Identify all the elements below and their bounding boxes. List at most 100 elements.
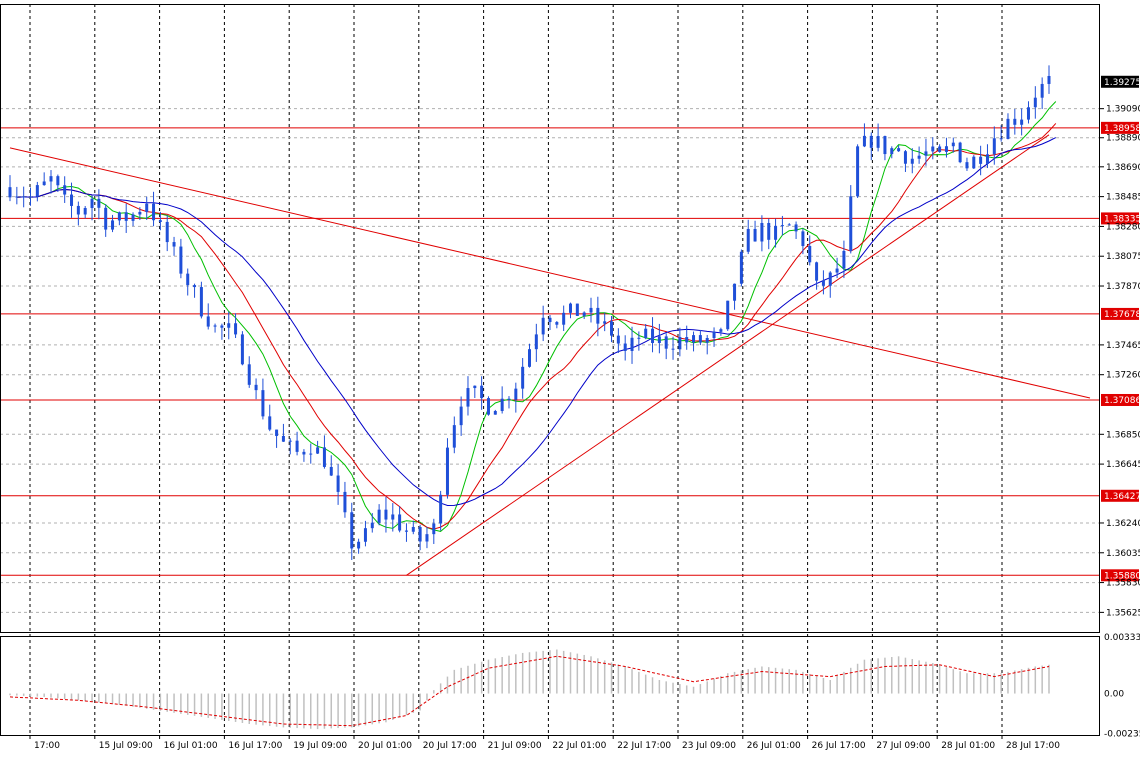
candle-body[interactable] bbox=[35, 185, 39, 197]
candle-body[interactable] bbox=[630, 337, 634, 351]
candle-body[interactable] bbox=[903, 151, 907, 164]
candle-body[interactable] bbox=[938, 146, 942, 152]
candle-body[interactable] bbox=[404, 530, 408, 532]
candle-body[interactable] bbox=[876, 136, 880, 148]
candle-body[interactable] bbox=[917, 155, 921, 159]
candle-body[interactable] bbox=[247, 364, 251, 385]
candle-body[interactable] bbox=[794, 224, 798, 232]
candle-body[interactable] bbox=[193, 285, 197, 288]
candle-body[interactable] bbox=[671, 348, 675, 350]
candle-body[interactable] bbox=[336, 475, 340, 492]
candle-body[interactable] bbox=[152, 203, 156, 221]
candle-body[interactable] bbox=[924, 151, 928, 156]
candle-body[interactable] bbox=[343, 491, 347, 513]
candle-body[interactable] bbox=[815, 262, 819, 281]
candle-body[interactable] bbox=[493, 411, 497, 415]
candle-body[interactable] bbox=[350, 512, 354, 549]
candle-body[interactable] bbox=[589, 307, 593, 313]
candle-body[interactable] bbox=[411, 526, 415, 532]
candle-body[interactable] bbox=[275, 429, 279, 436]
candle-body[interactable] bbox=[391, 514, 395, 520]
candle-body[interactable] bbox=[473, 385, 477, 389]
time-axis[interactable]: 17:00 15 Jul 09:00 16 Jul 01:00 16 Jul 17:0… bbox=[29, 735, 1060, 751]
candle-body[interactable] bbox=[637, 337, 641, 339]
candle-body[interactable] bbox=[124, 212, 128, 221]
candle-body[interactable] bbox=[15, 196, 19, 198]
candle-body[interactable] bbox=[869, 135, 873, 148]
candle-body[interactable] bbox=[1026, 107, 1030, 120]
horizontal-levels[interactable]: 1.38958 1.38335 1.37678 1.37086 1.36427 1.358… bbox=[0, 121, 1140, 582]
candle-body[interactable] bbox=[760, 222, 764, 242]
candle-body[interactable] bbox=[664, 336, 668, 349]
candle-body[interactable] bbox=[678, 337, 682, 350]
candle-body[interactable] bbox=[521, 366, 525, 389]
candle-body[interactable] bbox=[808, 246, 812, 263]
candle-body[interactable] bbox=[890, 148, 894, 155]
candle-body[interactable] bbox=[131, 214, 135, 221]
candle-body[interactable] bbox=[972, 156, 976, 169]
candle-body[interactable] bbox=[657, 336, 661, 344]
candle-body[interactable] bbox=[90, 198, 94, 209]
candle-body[interactable] bbox=[49, 176, 53, 182]
candle-body[interactable] bbox=[527, 349, 531, 367]
candle-body[interactable] bbox=[22, 196, 26, 198]
candle-body[interactable] bbox=[234, 323, 238, 335]
candle-body[interactable] bbox=[931, 146, 935, 152]
trend-line-ascending[interactable] bbox=[406, 134, 1050, 576]
price-axis[interactable]: 1.39090 1.38890 1.38690 1.38485 1.38280 1.380… bbox=[1100, 75, 1140, 619]
candle-body[interactable] bbox=[384, 509, 388, 520]
candle-body[interactable] bbox=[562, 312, 566, 325]
candle-body[interactable] bbox=[377, 509, 381, 523]
candle-body[interactable] bbox=[206, 316, 210, 327]
candle-body[interactable] bbox=[172, 242, 176, 247]
candle-body[interactable] bbox=[774, 225, 778, 240]
candle-body[interactable] bbox=[309, 453, 313, 455]
candle-body[interactable] bbox=[965, 162, 969, 169]
candle-body[interactable] bbox=[117, 212, 121, 221]
candle-body[interactable] bbox=[186, 273, 190, 286]
candle-body[interactable] bbox=[165, 221, 169, 243]
candle-body[interactable] bbox=[111, 220, 115, 230]
candle-body[interactable] bbox=[610, 321, 614, 336]
candle-body[interactable] bbox=[780, 225, 784, 227]
candle-body[interactable] bbox=[425, 534, 429, 542]
candle-body[interactable] bbox=[787, 224, 791, 226]
candle-body[interactable] bbox=[835, 268, 839, 273]
candle-body[interactable] bbox=[288, 440, 292, 442]
candle-body[interactable] bbox=[363, 528, 367, 542]
candle-body[interactable] bbox=[1006, 118, 1010, 139]
candle-body[interactable] bbox=[63, 185, 67, 195]
candle-body[interactable] bbox=[951, 142, 955, 147]
candle-body[interactable] bbox=[767, 222, 771, 240]
candle-body[interactable] bbox=[227, 323, 231, 328]
candle-body[interactable] bbox=[685, 337, 689, 343]
candle-body[interactable] bbox=[295, 440, 299, 452]
candle-body[interactable] bbox=[842, 250, 846, 269]
candle-body[interactable] bbox=[698, 335, 702, 343]
candle-body[interactable] bbox=[240, 334, 244, 365]
candle-body[interactable] bbox=[801, 231, 805, 247]
candle-body[interactable] bbox=[856, 146, 860, 197]
candle-body[interactable] bbox=[445, 447, 449, 495]
candle-body[interactable] bbox=[316, 447, 320, 454]
candle-body[interactable] bbox=[992, 138, 996, 155]
candle-body[interactable] bbox=[179, 246, 183, 274]
candle-body[interactable] bbox=[1013, 118, 1017, 125]
candle-body[interactable] bbox=[582, 312, 586, 316]
candle-body[interactable] bbox=[979, 156, 983, 164]
candle-body[interactable] bbox=[828, 272, 832, 286]
trend-lines[interactable] bbox=[9, 134, 1091, 576]
candle-body[interactable] bbox=[507, 398, 511, 400]
candle-body[interactable] bbox=[603, 321, 607, 324]
candle-body[interactable] bbox=[56, 176, 60, 186]
candle-body[interactable] bbox=[302, 451, 306, 455]
candle-body[interactable] bbox=[548, 317, 552, 323]
candle-body[interactable] bbox=[281, 435, 285, 442]
candle-body[interactable] bbox=[541, 317, 545, 335]
candle-body[interactable] bbox=[500, 398, 504, 412]
candle-body[interactable] bbox=[746, 228, 750, 252]
candle-body[interactable] bbox=[1020, 119, 1024, 125]
candle-body[interactable] bbox=[439, 494, 443, 524]
